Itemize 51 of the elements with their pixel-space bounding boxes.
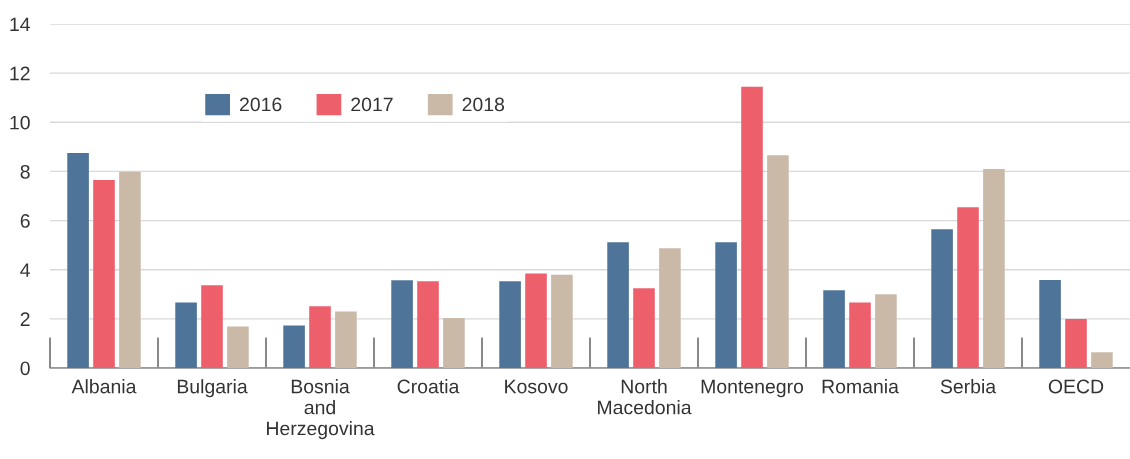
bar [1091,352,1113,368]
bar [309,306,331,368]
bar [93,180,115,368]
x-tick-label: Bosnia and Herzegovina [267,379,375,440]
bar [201,285,223,368]
bar [607,242,629,368]
bar [391,280,413,368]
y-tick-label: 0 [20,361,30,376]
y-tick-label: 14 [10,17,30,32]
bar [525,273,547,368]
y-tick-label: 12 [10,66,30,81]
bar [119,171,141,368]
bar [715,242,737,368]
bar [417,281,439,368]
bar [335,311,357,368]
y-tick-label: 6 [20,214,30,228]
bar [659,248,681,368]
x-tick-label: Romania [822,379,899,394]
x-tick-label: Croatia [397,379,460,394]
bar [1065,319,1087,368]
x-tick-label: Serbia [940,379,997,394]
bar [1039,280,1061,368]
bar [551,274,573,368]
legend-label: 2018 [462,97,505,112]
y-tick-label: 8 [20,164,30,179]
bar [175,302,197,368]
bar [931,229,953,368]
x-tick-label: OECD [1048,379,1104,394]
bar [499,281,521,368]
legend-label: 2016 [239,97,282,112]
y-tick-label: 4 [20,263,30,277]
y-tick-label: 2 [20,312,30,326]
bar [67,153,89,368]
x-tick-label: Kosovo [505,379,568,394]
bar [741,86,763,368]
x-tick-label: Bulgaria [177,379,248,398]
bar [823,290,845,368]
x-tick-label: North Macedonia [598,379,692,415]
bar [283,325,305,368]
bar [227,326,249,368]
bar [957,207,979,368]
bar [633,288,655,368]
bar [767,155,789,368]
x-tick-label: Albania [71,379,137,394]
bar [983,168,1005,368]
legend-label: 2017 [351,97,393,112]
bar [443,318,465,368]
bar [849,302,871,368]
bar [875,294,897,368]
x-tick-label: Montenegro [701,379,804,398]
y-tick-label: 10 [10,115,30,130]
